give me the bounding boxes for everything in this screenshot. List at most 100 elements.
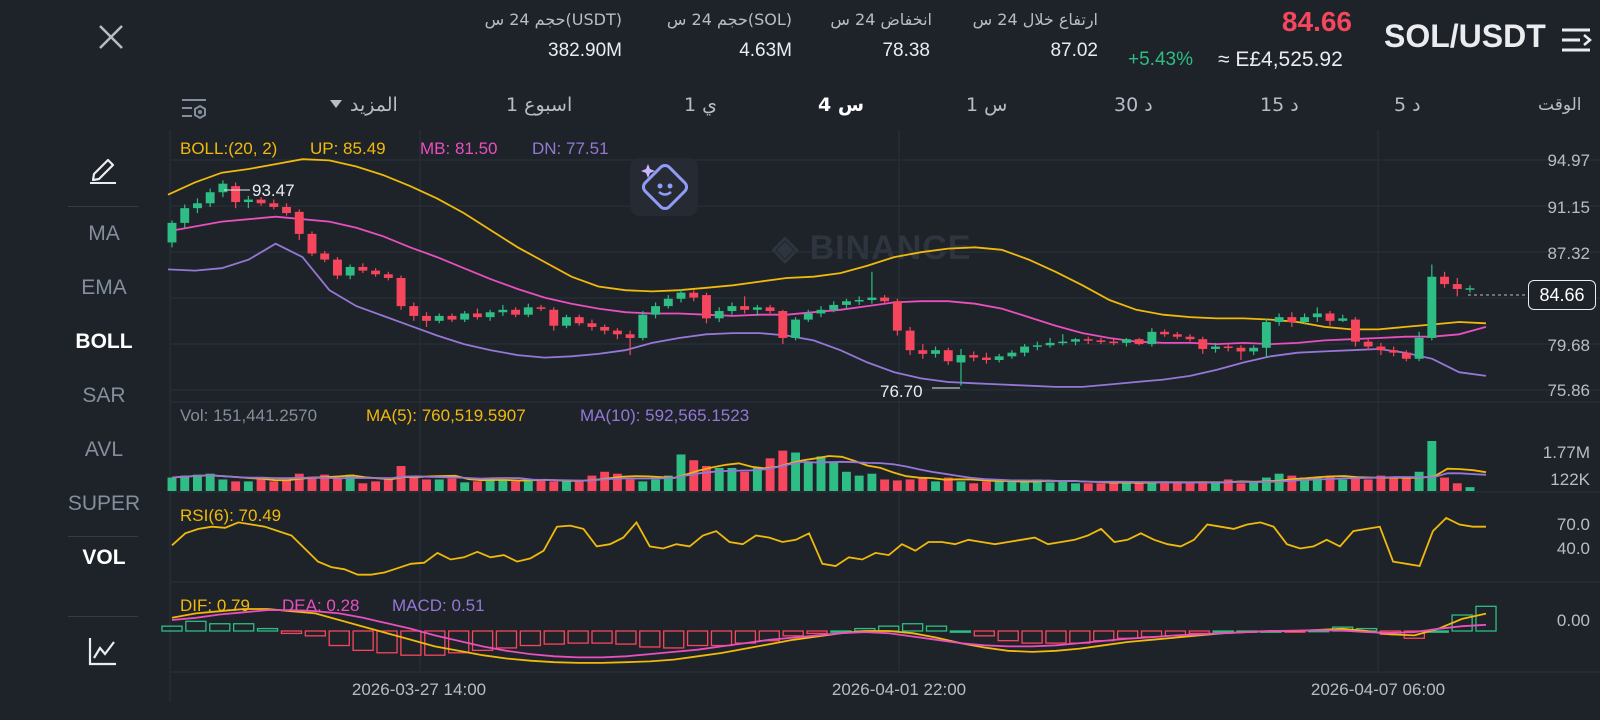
indicator-settings-button[interactable] [88, 636, 118, 666]
candle-body [1465, 288, 1475, 290]
volume-bar [1223, 479, 1233, 491]
menu-button[interactable] [1560, 26, 1592, 54]
volume-bar [1058, 481, 1068, 491]
candle-body [243, 199, 253, 203]
candle-body [740, 306, 750, 310]
candle-body [587, 323, 597, 327]
macd-histogram-bar [376, 630, 398, 654]
indicator-ma[interactable]: MA [88, 222, 120, 245]
tab-4h[interactable]: 4 س [818, 94, 865, 116]
tab-5m[interactable]: 5 د [1394, 94, 1421, 116]
stat-value-sol-volume: 4.63M [739, 40, 792, 61]
macd-histogram-bar [901, 623, 924, 632]
volume-bar [1351, 477, 1360, 491]
volume-bar [294, 473, 304, 491]
pair-title[interactable]: SOL/USDT [1384, 18, 1546, 54]
ai-assistant-button[interactable] [630, 158, 698, 216]
volume-bar [1440, 477, 1450, 491]
macd-histogram-bar [973, 630, 995, 637]
high-marker: 93.47 [252, 181, 295, 200]
stat-label-usdt-volume: حجم 24 س(USDT) [484, 10, 622, 29]
menu-icon [1562, 28, 1592, 52]
indicator-ema[interactable]: EMA [81, 276, 127, 299]
macd-histogram-bar [185, 620, 207, 632]
candle-body [892, 301, 902, 331]
volume-bar [1287, 475, 1297, 491]
candle-body [612, 330, 622, 335]
volume-bar [765, 458, 775, 491]
macd-histogram-bar [1069, 630, 1091, 644]
candle-body [167, 222, 177, 243]
tab-1h[interactable]: 1 س [966, 94, 1008, 116]
candle-body [1363, 341, 1373, 347]
stat-label-24h-low: انخفاض 24 س [830, 10, 932, 29]
volume-bar [536, 479, 546, 491]
volume-bar [1389, 477, 1399, 491]
candle-body [676, 292, 686, 299]
tab-1d[interactable]: 1 ي [684, 94, 718, 116]
divider [68, 536, 138, 537]
macd-histogram-bar [328, 630, 350, 647]
chart-settings-button[interactable] [180, 96, 208, 120]
macd-histogram-bar [1475, 605, 1497, 632]
volume-bar [409, 475, 419, 491]
stat-value-24h-high: 87.02 [1050, 40, 1098, 61]
stat-label-24h-high: ارتفاع خلال 24 س [972, 10, 1098, 29]
candle-body [396, 277, 406, 307]
candle-body [1376, 346, 1386, 351]
volume-bar [371, 481, 381, 491]
volume-bar [803, 462, 813, 491]
close-button[interactable] [96, 22, 126, 52]
volume-bar [1007, 480, 1017, 491]
current-price-tag[interactable]: 84.66 [1528, 280, 1596, 310]
volume-bar [740, 471, 750, 491]
volume-bar [981, 481, 991, 491]
indicator-boll[interactable]: BOLL [75, 330, 133, 353]
tab-more[interactable]: المزيد [350, 94, 398, 116]
candle-body [1223, 346, 1233, 349]
tab-30m[interactable]: 30 د [1114, 94, 1153, 116]
volume-bar [396, 466, 406, 491]
boll-legend-params: BOLL:(20, 2) [180, 139, 277, 158]
volume-bar [332, 477, 342, 491]
candle-body [600, 326, 610, 331]
caret-down-icon [330, 100, 342, 108]
volume-bar [600, 471, 610, 491]
volume-bar [829, 462, 839, 491]
indicator-super[interactable]: SUPER [67, 492, 141, 515]
candle-body [1338, 318, 1348, 321]
volume-bar [447, 478, 457, 491]
macd-histogram-bar [400, 630, 422, 656]
volume-bar [867, 473, 877, 491]
candle-body [1274, 317, 1284, 323]
macd-histogram-bar [495, 630, 518, 649]
settings-icon [182, 99, 206, 120]
volume-bar [612, 473, 622, 491]
tab-1w[interactable]: 1 اسبوع [506, 94, 573, 116]
volume-bar [1236, 483, 1246, 491]
candle-body [714, 311, 724, 319]
macd-histogram-bar [1021, 630, 1043, 644]
macd-legend: MACD: 0.51 [392, 596, 485, 615]
volume-bar [752, 467, 762, 491]
volume-bar [498, 479, 508, 491]
indicator-vol[interactable]: VOL [82, 546, 126, 569]
candle-body [803, 313, 813, 320]
pencil-icon [90, 158, 116, 184]
volume-bar [383, 479, 393, 491]
candle-body [867, 297, 877, 300]
volume-bar [676, 454, 686, 491]
candle-body [638, 314, 648, 338]
candle-body [1211, 346, 1220, 349]
candle-body [332, 259, 342, 276]
candle-body [702, 295, 711, 319]
indicator-avl[interactable]: AVL [84, 438, 124, 461]
candle-body [562, 317, 571, 326]
tab-15m[interactable]: 15 د [1260, 94, 1299, 116]
drawing-tools-button[interactable] [88, 152, 118, 184]
candle-body [1071, 339, 1080, 342]
indicator-sar[interactable]: SAR [82, 384, 126, 407]
candle-body [422, 315, 431, 321]
volume-bar [231, 481, 241, 491]
